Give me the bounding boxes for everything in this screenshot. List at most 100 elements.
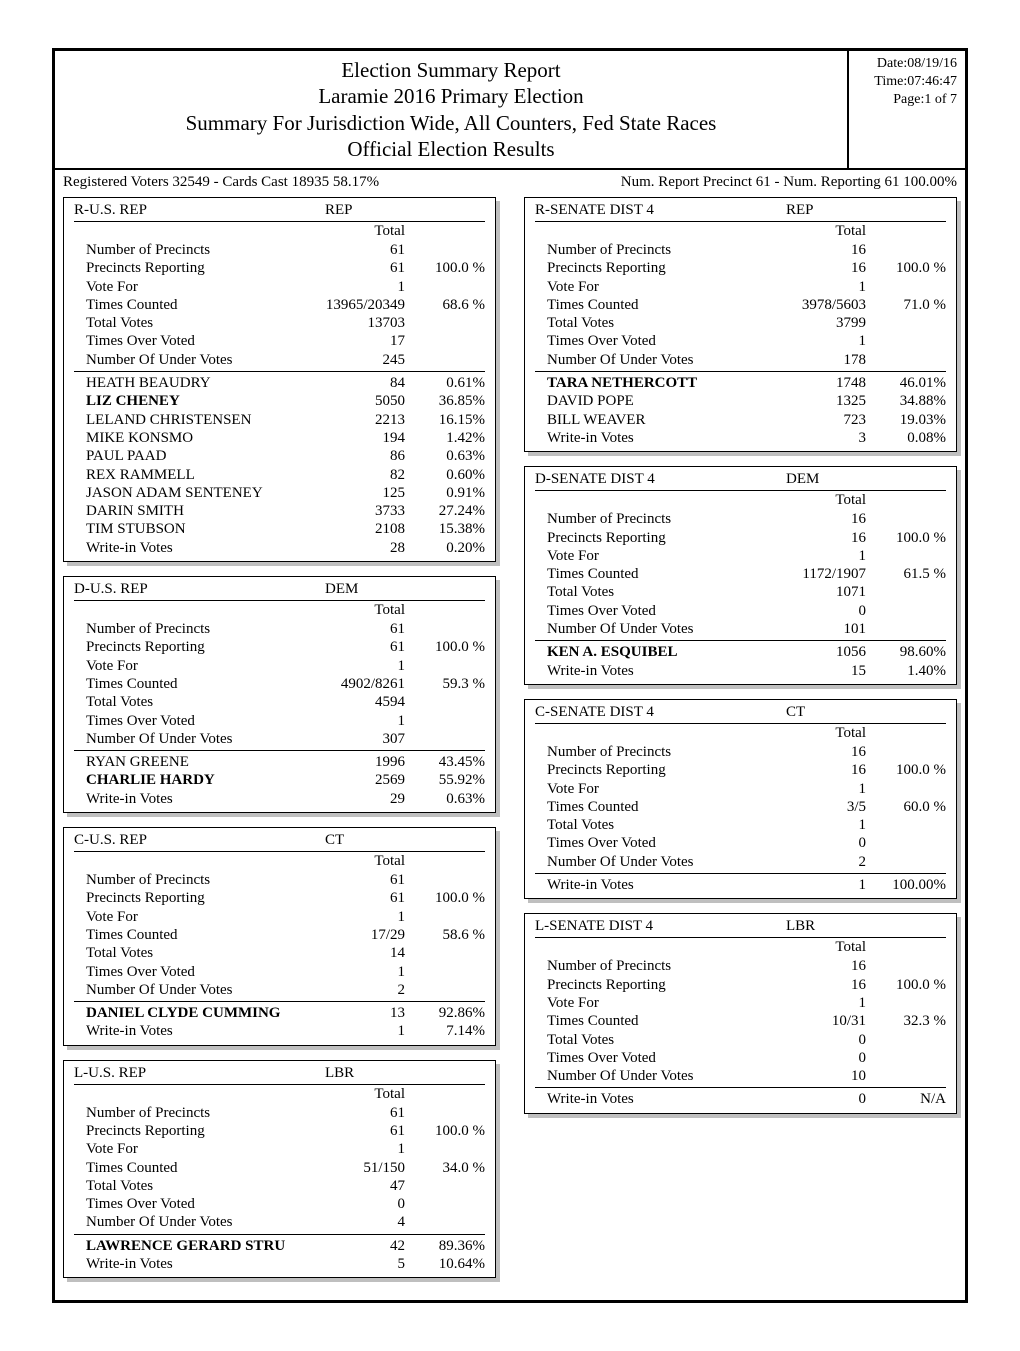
stat-label: Precincts Reporting [535,976,766,994]
stat-pct [866,351,946,369]
stat-value: 1071 [766,583,866,601]
candidate-pct: 55.92% [405,771,485,789]
stat-value: 1 [766,994,866,1012]
subhead-row: Total [535,724,946,743]
stat-row: Precincts Reporting61100.0 % [74,638,485,656]
stat-pct [405,871,485,889]
candidate-name: BILL WEAVER [535,411,766,429]
stat-pct [866,834,946,852]
race-party: REP [325,202,405,219]
stat-pct: 100.0 % [866,259,946,277]
stat-value: 1 [305,278,405,296]
stat-value: 16 [766,529,866,547]
candidate-row: RYAN GREENE199643.45% [74,753,485,771]
race-inner: L-SENATE DIST 4LBRTotalNumber of Precinc… [525,914,956,1112]
race-block: D-U.S. REPDEMTotalNumber of Precincts61P… [63,576,496,813]
stat-pct [405,944,485,962]
candidate-pct: 46.01% [866,374,946,392]
stat-label: Total Votes [74,944,305,962]
total-label: Total [325,602,405,619]
race-title-row: C-SENATE DIST 4CT [535,702,946,724]
candidate-name: Write-in Votes [74,1022,305,1040]
stat-value: 61 [305,620,405,638]
race-title-row: R-SENATE DIST 4REP [535,200,946,222]
stat-row: Precincts Reporting61100.0 % [74,889,485,907]
stat-value: 1 [305,908,405,926]
stat-value: 16 [766,761,866,779]
stat-value: 1 [305,657,405,675]
total-label: Total [325,1086,405,1103]
stat-value: 10 [766,1067,866,1085]
stats-row: Registered Voters 32549 - Cards Cast 189… [55,170,965,197]
stat-pct: 100.0 % [866,529,946,547]
candidate-pct: 43.45% [405,753,485,771]
stat-row: Times Counted4902/826159.3 % [74,675,485,693]
candidate-row: TIM STUBSON210815.38% [74,520,485,538]
stat-value: 16 [766,976,866,994]
candidate-votes: 42 [305,1237,405,1255]
divider [535,640,946,641]
candidate-row: DANIEL CLYDE CUMMING1392.86% [74,1004,485,1022]
candidate-name: RYAN GREENE [74,753,305,771]
stat-value: 178 [766,351,866,369]
stat-row: Number of Precincts61 [74,1104,485,1122]
candidate-name: LELAND CHRISTENSEN [74,411,305,429]
stat-row: Times Counted51/15034.0 % [74,1159,485,1177]
race-inner: C-U.S. REPCTTotalNumber of Precincts61Pr… [64,828,495,1045]
candidate-votes: 5 [305,1255,405,1273]
stat-label: Number Of Under Votes [535,1067,766,1085]
stat-label: Number Of Under Votes [74,351,305,369]
race-block: C-SENATE DIST 4CTTotalNumber of Precinct… [524,699,957,899]
stat-pct [866,780,946,798]
stat-row: Total Votes1071 [535,583,946,601]
candidate-votes: 86 [305,447,405,465]
race-title: C-U.S. REP [74,832,325,849]
candidate-votes: 194 [305,429,405,447]
candidate-row: Write-in Votes0N/A [535,1090,946,1108]
stat-label: Precincts Reporting [535,761,766,779]
stat-label: Times Over Voted [74,332,305,350]
stat-row: Times Counted3978/560371.0 % [535,296,946,314]
stat-label: Vote For [535,278,766,296]
candidate-row: Write-in Votes290.63% [74,790,485,808]
stat-value: 61 [305,889,405,907]
stat-pct: 100.0 % [405,1122,485,1140]
stat-pct [405,963,485,981]
candidate-votes: 15 [766,662,866,680]
stat-pct: 71.0 % [866,296,946,314]
candidate-row: Write-in Votes30.08% [535,429,946,447]
stat-label: Vote For [74,278,305,296]
candidate-name: PAUL PAAD [74,447,305,465]
race-block: C-U.S. REPCTTotalNumber of Precincts61Pr… [63,827,496,1046]
candidate-votes: 13 [305,1004,405,1022]
stat-row: Precincts Reporting61100.0 % [74,259,485,277]
stat-pct [866,1049,946,1067]
candidate-row: JASON ADAM SENTENEY1250.91% [74,484,485,502]
candidate-votes: 3 [766,429,866,447]
stat-pct [405,908,485,926]
candidate-name: Write-in Votes [535,429,766,447]
race-party: REP [786,202,866,219]
stat-row: Total Votes47 [74,1177,485,1195]
candidate-votes: 125 [305,484,405,502]
stat-pct [866,602,946,620]
stat-row: Precincts Reporting16100.0 % [535,529,946,547]
stat-value: 17 [305,332,405,350]
stat-pct [866,314,946,332]
candidate-pct: 15.38% [405,520,485,538]
stat-label: Total Votes [535,816,766,834]
stat-row: Total Votes14 [74,944,485,962]
race-party: DEM [325,581,405,598]
candidate-votes: 1996 [305,753,405,771]
stat-value: 1 [766,332,866,350]
stat-pct [405,278,485,296]
candidate-pct: 0.63% [405,790,485,808]
race-title: R-U.S. REP [74,202,325,219]
right-column: R-SENATE DIST 4REPTotalNumber of Precinc… [524,197,957,1292]
stat-value: 0 [766,834,866,852]
stat-row: Total Votes13703 [74,314,485,332]
stat-pct: 100.0 % [405,638,485,656]
stat-row: Number Of Under Votes4 [74,1213,485,1231]
stat-row: Number Of Under Votes178 [535,351,946,369]
stat-label: Vote For [74,657,305,675]
